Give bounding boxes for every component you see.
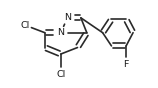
Text: Cl: Cl bbox=[56, 70, 65, 79]
Text: N: N bbox=[57, 28, 64, 37]
Text: F: F bbox=[123, 60, 129, 69]
Text: N: N bbox=[64, 13, 71, 22]
Text: Cl: Cl bbox=[20, 21, 30, 30]
